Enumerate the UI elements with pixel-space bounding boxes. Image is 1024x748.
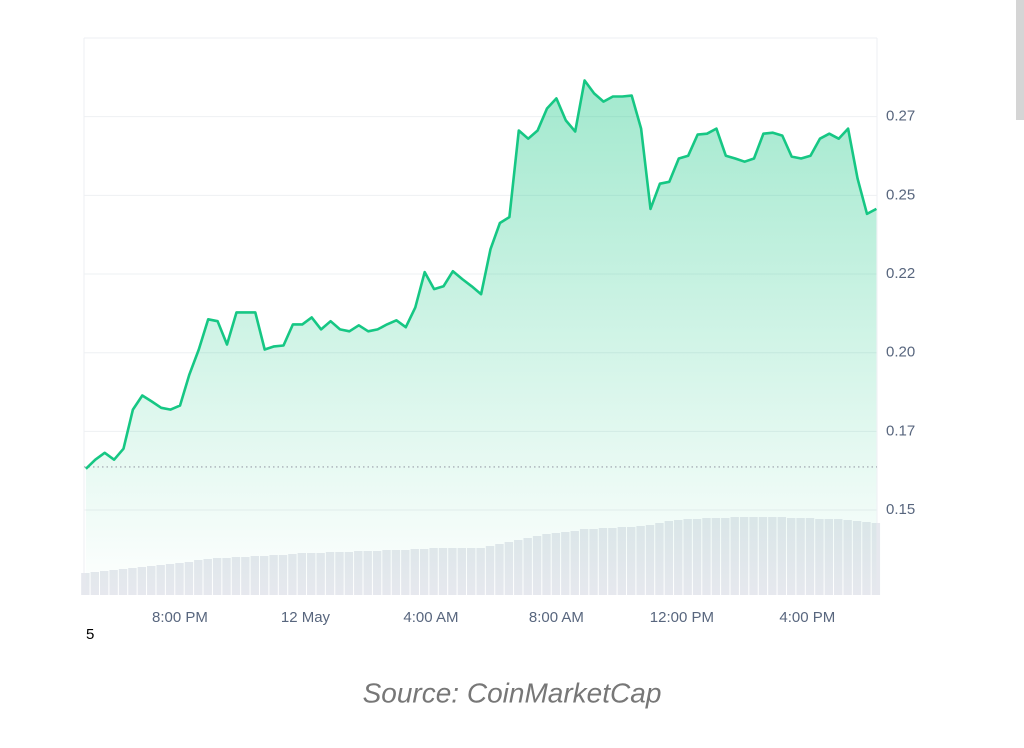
y-tick-label: 0.17 <box>886 422 915 439</box>
price-line <box>84 79 878 470</box>
source: Source: CoinMarketCap <box>363 677 662 708</box>
y-tick-label: 0.25 <box>886 186 915 203</box>
x-tick-label: 8:00 PM <box>152 609 208 626</box>
y-tick-label: 0.15 <box>886 501 915 518</box>
x-tick-label: 12:00 PM <box>650 609 714 626</box>
x-tick-label: 12 May <box>281 609 331 626</box>
x-tick-label: 4:00 AM <box>403 609 458 626</box>
y-tick-label: 0.22 <box>886 265 915 282</box>
y-tick-label: 0.27 <box>886 108 915 125</box>
x-tick-label: 8:00 AM <box>529 609 584 626</box>
axis-fragment: 5 <box>86 626 94 643</box>
price-area <box>85 80 877 595</box>
volume-bar <box>81 573 90 595</box>
x-tick-label: 4:00 PM <box>779 609 835 626</box>
y-tick-label: 0.20 <box>886 344 915 361</box>
scrollbar <box>1016 0 1024 120</box>
